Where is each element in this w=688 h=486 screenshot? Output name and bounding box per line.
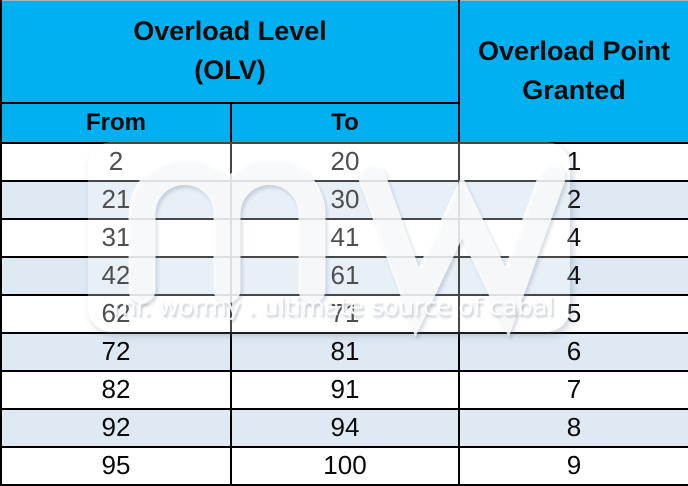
cell-to: 81 xyxy=(230,331,460,372)
cell-to: 100 xyxy=(230,445,460,486)
header-overload-level: Overload Level (OLV) xyxy=(0,0,460,104)
cell-points: 8 xyxy=(458,407,688,448)
cell-from: 2 xyxy=(0,141,232,182)
cell-from: 42 xyxy=(0,255,232,296)
cell-from: 21 xyxy=(0,179,232,220)
table-row: 82 91 7 xyxy=(0,369,688,410)
cell-from: 95 xyxy=(0,445,232,486)
cell-points: 6 xyxy=(458,331,688,372)
table-row: 72 81 6 xyxy=(0,331,688,372)
table-row: 2 20 1 xyxy=(0,141,688,182)
table-row: 92 94 8 xyxy=(0,407,688,448)
cell-from: 82 xyxy=(0,369,232,410)
table-row: 62 71 5 xyxy=(0,293,688,334)
cell-to: 41 xyxy=(230,217,460,258)
cell-points: 2 xyxy=(458,179,688,220)
cell-points: 4 xyxy=(458,255,688,296)
header-from: From xyxy=(0,101,232,144)
cell-points: 9 xyxy=(458,445,688,486)
cell-to: 61 xyxy=(230,255,460,296)
header-overload-point-line2: Granted xyxy=(522,75,626,106)
header-overload-level-line1: Overload Level xyxy=(133,16,327,47)
table-row: 42 61 4 xyxy=(0,255,688,296)
header-to: To xyxy=(230,101,460,144)
header-overload-level-line2: (OLV) xyxy=(194,55,266,86)
table-body: 2 20 1 21 30 2 31 41 4 42 61 4 62 71 5 7… xyxy=(0,141,688,486)
cell-to: 30 xyxy=(230,179,460,220)
cell-to: 71 xyxy=(230,293,460,334)
table-row: 95 100 9 xyxy=(0,445,688,486)
table-row: 21 30 2 xyxy=(0,179,688,220)
table-header: Overload Level (OLV) Overload Point Gran… xyxy=(0,0,688,144)
cell-points: 7 xyxy=(458,369,688,410)
cell-points: 5 xyxy=(458,293,688,334)
cell-points: 1 xyxy=(458,141,688,182)
cell-to: 94 xyxy=(230,407,460,448)
header-overload-point-line1: Overload Point xyxy=(477,36,671,67)
table-row: 31 41 4 xyxy=(0,217,688,258)
header-overload-point-granted: Overload Point Granted xyxy=(458,0,688,144)
cell-from: 92 xyxy=(0,407,232,448)
cell-to: 20 xyxy=(230,141,460,182)
cell-from: 62 xyxy=(0,293,232,334)
cell-points: 4 xyxy=(458,217,688,258)
cell-from: 72 xyxy=(0,331,232,372)
cell-from: 31 xyxy=(0,217,232,258)
cell-to: 91 xyxy=(230,369,460,410)
